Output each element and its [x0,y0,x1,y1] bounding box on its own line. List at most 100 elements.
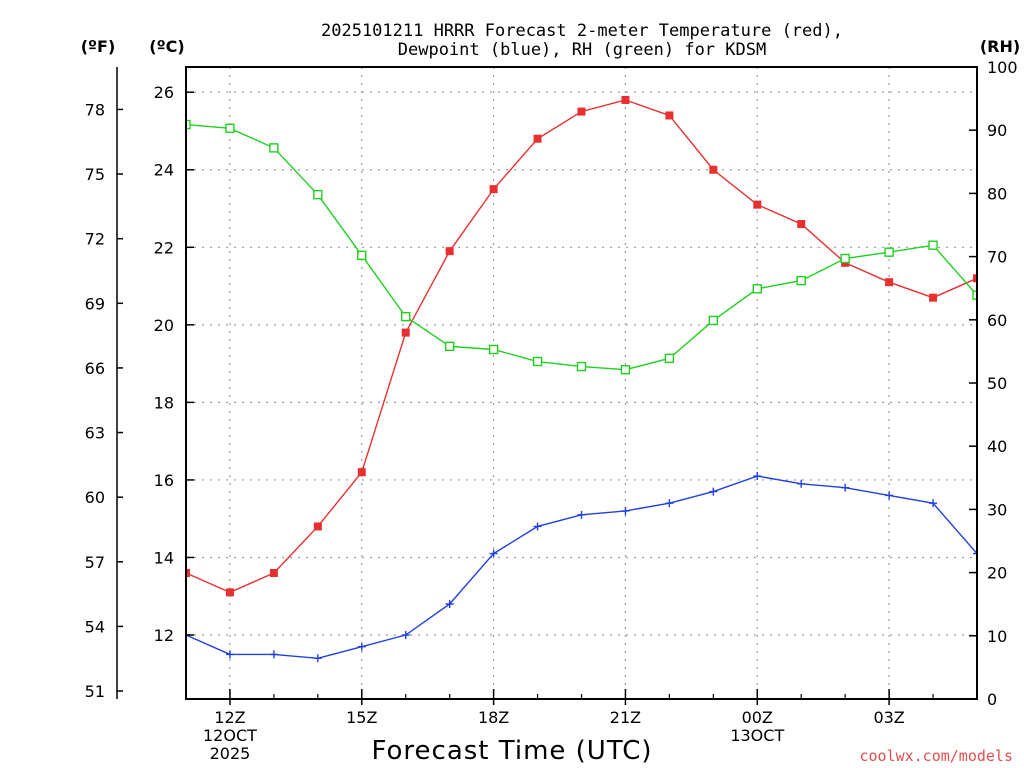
temperature-point [401,328,410,337]
series-dewpoint [186,472,977,663]
rh-point [796,275,806,286]
c-tick-label: 20 [154,316,174,335]
rh-point [620,365,631,375]
rh-point [444,341,455,352]
f-tick-label: 66 [85,359,105,378]
axis-ticks: 12 14 16 18 20 22 24 26 51 54 57 60 63 66 69 72 75 78 0 10 2… [85,58,1018,763]
temperature-point [225,588,234,597]
temperature-point [489,185,498,194]
rh-tick-label: 20 [987,564,1007,583]
temperature-point [665,111,674,120]
f-tick-label: 63 [85,424,105,443]
celsius-unit-label: (ºC) [149,37,184,56]
x-tick-label: 15Z [346,708,377,727]
temperature-point [357,468,366,477]
f-tick-label: 54 [85,617,105,636]
rh-tick-label: 40 [987,437,1007,456]
rh-point [840,253,850,264]
dewpoint-line [186,475,977,659]
temperature-point [753,200,762,209]
c-tick-label: 24 [154,161,174,180]
dewpoint-point [841,483,850,492]
grid-lines [186,67,977,699]
rh-point [752,284,762,294]
x-tick-label: 03Z [873,708,904,727]
rh-point [357,250,367,261]
series-rh [186,119,977,375]
dewpoint-point [929,499,938,508]
rh-point [532,356,543,367]
chart-title-line1: 2025101211 HRRR Forecast 2-meter Tempera… [321,21,843,41]
temperature-point [577,107,586,116]
x-tick-date: 12OCT [203,726,257,745]
dewpoint-point [753,472,762,481]
rh-point [928,240,938,250]
dewpoint-point [665,499,674,508]
dewpoint-point [577,510,586,519]
rh-point [186,119,191,130]
rh-point [269,143,279,153]
dewpoint-point [621,506,630,515]
c-tick-label: 18 [154,393,174,412]
rh-point [313,189,323,200]
dewpoint-point [709,487,718,496]
temperature-point [533,134,542,143]
x-axis-title: Forecast Time (UTC) [371,736,652,766]
x-tick-date: 13OCT [730,726,784,745]
c-tick-label: 26 [154,83,174,102]
rh-point [708,315,719,326]
dewpoint-point [533,522,542,531]
temperature-point [929,293,938,302]
dewpoint-point [225,650,234,659]
rh-tick-label: 70 [987,248,1007,267]
credit-text: coolwx.com/models [859,747,1013,765]
rh-tick-label: 50 [987,374,1007,393]
rh-tick-label: 60 [987,311,1007,330]
temperature-point [313,522,322,531]
chart-title-line2: Dewpoint (blue), RH (green) for KDSM [398,40,766,60]
c-tick-label: 16 [154,471,174,490]
temperature-point [885,278,894,287]
rh-tick-label: 30 [987,500,1007,519]
x-tick-year: 2025 [210,744,251,763]
fahrenheit-unit-label: (ºF) [81,37,116,56]
rh-point [225,123,235,134]
dewpoint-point [445,600,454,609]
f-tick-label: 69 [85,294,105,313]
rh-tick-label: 100 [987,58,1018,77]
f-tick-label: 57 [85,553,105,572]
c-tick-label: 12 [154,626,174,645]
series-temperature [186,95,977,597]
rh-point [488,344,499,355]
rh-point [972,290,977,300]
rh-tick-label: 80 [987,184,1007,203]
dewpoint-point [313,654,322,663]
temperature-point [973,274,977,283]
rh-point [576,361,587,372]
x-tick-label: 12Z [214,708,245,727]
dewpoint-point [269,650,278,659]
temperature-point [186,568,190,577]
x-tick-label: 21Z [610,708,641,727]
plot-frame [185,66,978,700]
dewpoint-point [489,549,498,558]
temperature-point [269,568,278,577]
f-tick-label: 75 [85,165,105,184]
temperature-point [445,247,454,256]
f-tick-label: 51 [85,682,105,701]
rh-point [884,247,894,257]
rh-unit-label: (RH) [980,37,1020,56]
x-tick-label: 00Z [742,708,773,727]
rh-tick-label: 10 [987,627,1007,646]
rh-tick-label: 90 [987,121,1007,140]
c-tick-label: 14 [154,548,174,567]
temperature-point [709,165,718,174]
dewpoint-point [973,549,977,558]
dewpoint-point [885,491,894,500]
f-tick-label: 72 [85,230,105,249]
temperature-point [621,95,630,104]
rh-tick-label: 0 [987,690,997,709]
temperature-point [797,220,806,229]
c-tick-label: 22 [154,238,174,257]
f-tick-label: 78 [85,100,105,119]
